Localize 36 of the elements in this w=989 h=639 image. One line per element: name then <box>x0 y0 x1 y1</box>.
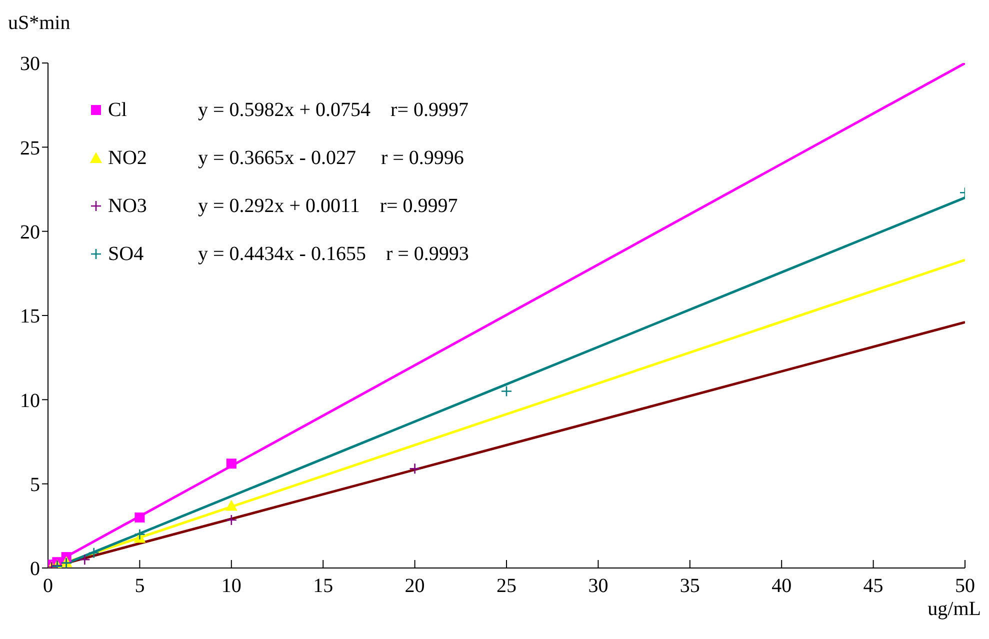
point <box>226 458 236 469</box>
legend-label: SO4 <box>108 242 145 266</box>
point <box>500 386 512 397</box>
point <box>134 512 145 522</box>
x-tick-label: 15 <box>313 575 334 598</box>
x-tick-label: 25 <box>496 575 516 598</box>
y-tick-label: 10 <box>20 390 40 412</box>
point <box>134 528 146 540</box>
y-tick-label: 30 <box>20 53 40 76</box>
point <box>225 500 238 511</box>
point <box>88 547 100 558</box>
annotation: y = 0.292x + 0.0011 r= 0.9997 <box>198 194 458 218</box>
y-tick-label: 0 <box>30 558 40 580</box>
legend-label: NO3 <box>108 194 148 218</box>
point <box>79 554 90 566</box>
legend-label: Cl <box>108 98 128 122</box>
annotation: y = 0.4434x - 0.1655 r = 0.9993 <box>198 242 469 266</box>
legend-label: NO2 <box>108 146 148 170</box>
x-tick-label: 40 <box>772 575 792 598</box>
x-tick-label: 20 <box>404 575 425 598</box>
y-tick-label: 25 <box>20 137 40 160</box>
x-tick-label: 35 <box>680 575 700 598</box>
x-axis-title: ug/mL <box>928 598 981 621</box>
annotation: y = 0.5982x + 0.0754 r= 0.9997 <box>198 98 468 122</box>
y-axis-title: uS*min <box>8 12 70 35</box>
x-tick-label: 10 <box>221 575 242 598</box>
point <box>409 463 420 474</box>
x-tick-label: 5 <box>134 575 145 598</box>
y-tick-label: 15 <box>20 306 40 328</box>
annotation: y = 0.3665x - 0.027 r = 0.9996 <box>198 146 464 170</box>
y-tick-label: 5 <box>30 474 40 496</box>
x-tick-label: 30 <box>588 575 608 598</box>
x-tick-label: 45 <box>863 575 884 598</box>
y-tick-label: 20 <box>20 221 40 244</box>
point <box>226 514 238 526</box>
x-tick-label: 50 <box>955 575 975 598</box>
